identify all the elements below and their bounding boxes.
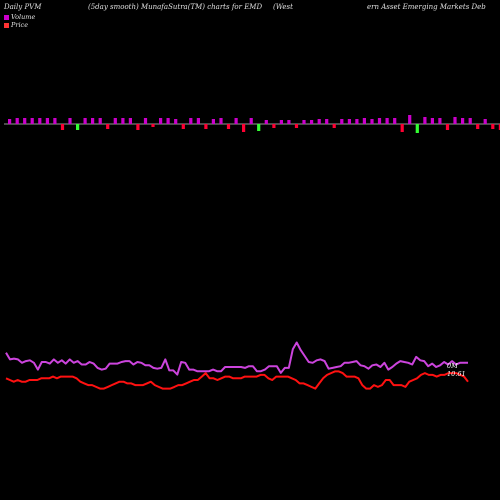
volume-bar [60,124,65,130]
volume-bar [166,118,170,124]
volume-bar [415,124,419,133]
volume-bar [408,115,412,124]
volume-bar [23,118,27,124]
volume-series-line [5,341,468,376]
legend-item-price: Price [4,21,35,29]
volume-bar [400,124,404,132]
volume-bar [355,119,359,124]
chart-legend: Volume Price [4,13,35,29]
legend-label-price: Price [11,21,29,29]
volume-bar [45,118,49,124]
volume-bar [340,119,344,124]
volume-bar [226,124,231,129]
legend-label-volume: Volume [11,13,36,21]
volume-bar [174,119,178,124]
volume-bar [453,117,457,124]
volume-bar [310,120,314,124]
volume-bar [325,119,329,124]
volume-bar [445,124,450,130]
volume-bar [15,118,19,124]
volume-bar [393,118,397,124]
volume-bar [128,118,132,124]
volume-bar [264,120,268,124]
volume-bar [8,119,12,124]
volume-bar [143,118,148,124]
volume-bar [294,124,299,128]
volume-bar [461,118,465,124]
volume-bar [279,120,283,124]
price-end-label: 10.61 [447,370,466,378]
volume-bar [438,118,442,124]
volume-bar [234,118,238,124]
chart-title-right-a: (West [273,3,293,11]
volume-bar [430,118,434,124]
volume-bar [468,118,472,124]
volume-bar [204,124,208,129]
volume-bar [68,118,72,124]
volume-bar [196,118,200,124]
volume-bar [76,124,80,130]
volume-bar [476,124,480,129]
volume-bar [189,118,193,124]
volume-bar [347,119,351,124]
volume-bar [83,118,87,124]
volume-bar [106,124,110,129]
volume-bar [302,120,306,124]
volume-bar [30,118,34,124]
volume-bar [249,118,253,124]
volume-bar [98,118,102,124]
chart-title-right-b: ern Asset Emerging Markets Deb [367,3,486,11]
volume-bar [377,118,382,124]
volume-bar [491,124,495,129]
legend-swatch-volume [4,14,9,20]
volume-bar [121,118,125,124]
price-series-line [5,370,469,390]
volume-bar [159,118,163,124]
volume-bar [151,124,155,127]
volume-bar [38,118,42,124]
volume-bar [423,117,427,124]
volume-bar [181,124,185,129]
volume-bar [257,124,261,131]
volume-bar [317,119,321,124]
volume-bar [211,119,215,124]
volume-bar [242,124,246,132]
legend-item-volume: Volume [4,13,35,21]
volume-bar [272,124,276,128]
volume-bar [483,119,487,124]
chart-title-left: Daily PVM [4,3,42,11]
volume-bar [362,118,366,124]
volume-bar [219,118,223,124]
volume-bar [370,119,374,124]
volume-bar [113,118,117,124]
volume-bar [385,118,389,124]
volume-bar [53,118,57,124]
chart-title-mid: (5day smooth) MunafaSutra(TM) charts for… [88,3,263,11]
volume-bar [91,118,95,124]
volume-bar [332,124,336,128]
legend-swatch-price [4,22,9,28]
volume-bar [136,124,140,130]
volume-end-label: 0M [447,362,458,370]
volume-bar [287,120,291,124]
volume-bar [498,124,500,130]
